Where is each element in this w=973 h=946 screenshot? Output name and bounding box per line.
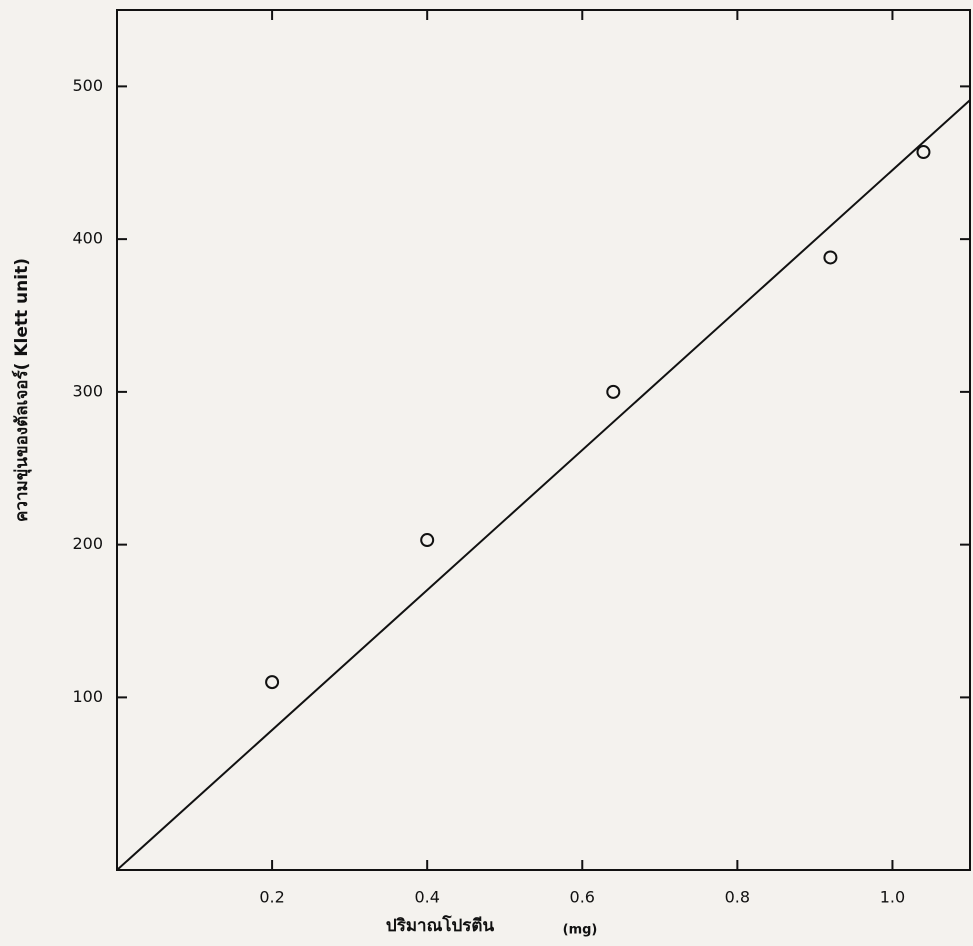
x-tick-label: 0.4: [414, 888, 439, 907]
data-point: [917, 146, 929, 158]
data-point: [824, 251, 836, 263]
y-tick-label: 500: [72, 76, 103, 95]
chart: ปริมาณโปรตีน (mg) ความขุ่นของตัลเจอร์( K…: [0, 0, 973, 946]
x-axis-title: ปริมาณโปรตีน: [386, 915, 495, 936]
y-tick-label: 100: [72, 687, 103, 706]
x-tick-label: 1.0: [880, 888, 905, 907]
data-point: [607, 386, 619, 398]
data-point: [266, 676, 278, 688]
y-tick-label: 300: [72, 381, 103, 400]
y-tick-label: 400: [72, 229, 103, 248]
fit-line: [117, 100, 970, 870]
x-tick-label: 0.8: [725, 888, 750, 907]
x-tick-label: 0.2: [259, 888, 284, 907]
x-tick-label: 0.6: [570, 888, 595, 907]
plot-frame: [117, 10, 970, 870]
y-axis-title: ความขุ่นของตัลเจอร์( Klett unit): [11, 258, 32, 522]
y-tick-label: 200: [72, 534, 103, 553]
data-point: [421, 534, 433, 546]
x-axis-unit: (mg): [563, 923, 598, 938]
